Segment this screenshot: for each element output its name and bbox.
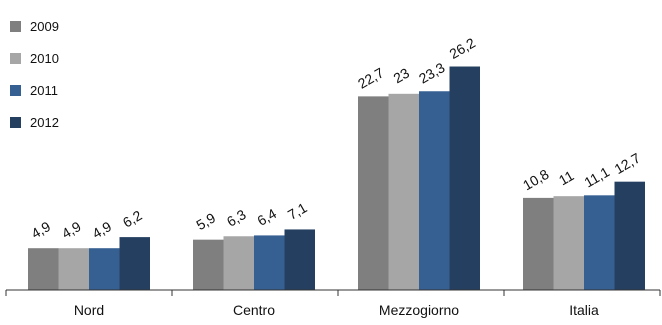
data-label-nord-2011: 4,9 [89,218,114,242]
legend-label-2009: 2009 [30,19,59,34]
legend-item-2009: 2009 [10,19,59,34]
bar-mezzogiorno-2009 [358,96,389,291]
legend-swatch-2012 [10,117,21,128]
legend-swatch-2010 [10,53,21,64]
legend-swatch-2011 [10,85,21,96]
data-label-centro-2012: 7,1 [285,199,310,223]
bar-centro-2012 [284,229,315,290]
bar-nord-2012 [119,237,150,290]
legend-label-2012: 2012 [30,115,59,130]
legend: 2009 2010 2011 2012 [10,19,59,130]
bar-mezzogiorno-2012 [449,66,480,290]
data-label-mezzogiorno-2011: 23,3 [416,59,448,87]
legend-label-2010: 2010 [30,51,59,66]
bar-centro-2009 [193,239,224,290]
bar-mezzogiorno-2011 [419,91,450,290]
data-label-italia-2009: 10,8 [520,166,552,194]
data-label-mezzogiorno-2012: 26,2 [446,34,478,62]
data-label-mezzogiorno-2010: 23 [391,65,413,87]
data-label-mezzogiorno-2009: 22,7 [355,64,387,92]
data-label-nord-2012: 6,2 [120,207,145,231]
x-axis: Nord Centro Mezzogiorno Italia [5,289,661,318]
bar-mezzogiorno-2010 [388,93,419,290]
bar-centro-2010 [223,236,254,290]
legend-label-2011: 2011 [30,83,58,98]
legend-item-2012: 2012 [10,115,59,130]
bar-italia-2011 [584,195,615,290]
category-label-nord: Nord [74,302,104,318]
bar-nord-2010 [58,248,89,290]
bar-centro-2011 [254,235,285,290]
bar-italia-2012 [614,181,645,290]
data-label-italia-2011: 11,1 [581,163,612,190]
legend-item-2011: 2011 [10,83,58,98]
data-label-centro-2010: 6,3 [224,206,249,230]
data-label-nord-2009: 4,9 [28,218,53,242]
data-label-centro-2011: 6,4 [254,205,279,229]
bar-italia-2010 [553,196,584,290]
legend-item-2010: 2010 [10,51,59,66]
bar-nord-2009 [28,248,59,290]
category-label-italia: Italia [569,302,599,318]
bar-nord-2011 [89,248,120,290]
bar-italia-2009 [523,197,554,290]
legend-swatch-2009 [10,21,21,32]
category-label-mezzogiorno: Mezzogiorno [379,302,459,318]
category-label-centro: Centro [233,302,275,318]
data-label-italia-2012: 12,7 [611,149,643,177]
data-label-italia-2010: 11 [556,167,577,188]
data-label-centro-2009: 5,9 [193,209,218,233]
bars [28,66,645,291]
data-label-nord-2010: 4,9 [59,218,84,242]
